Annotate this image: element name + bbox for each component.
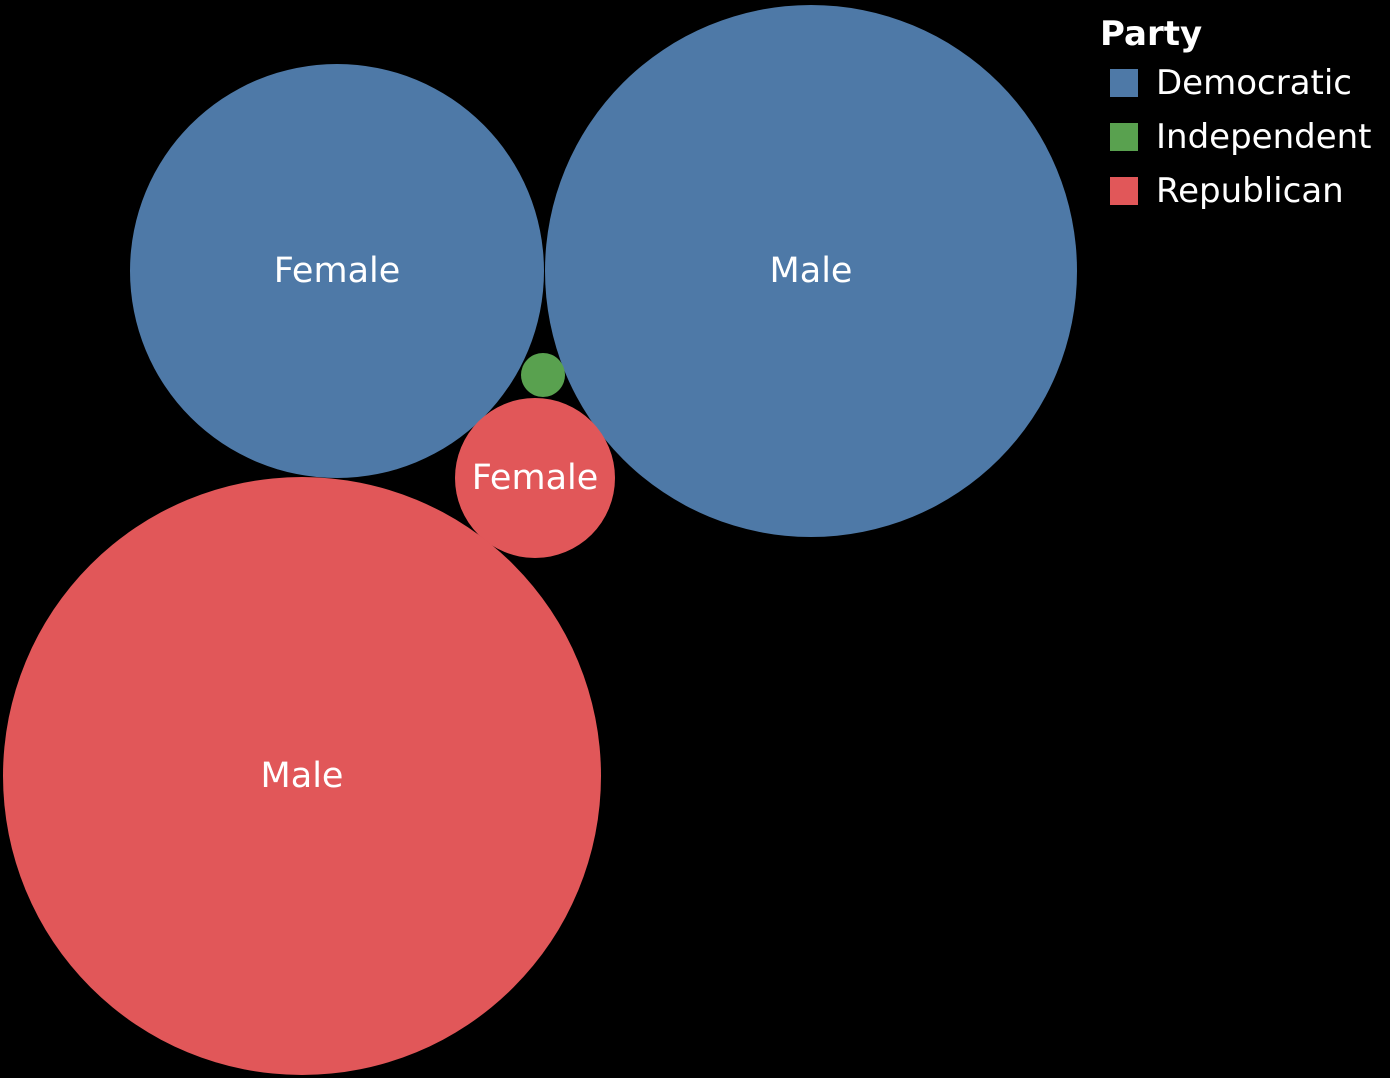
bubble-label-republican-male: Male bbox=[261, 756, 344, 796]
legend-label-democratic: Democratic bbox=[1156, 63, 1352, 103]
legend-item-democratic[interactable]: Democratic bbox=[1110, 56, 1372, 110]
bubble-label-democratic-female: Female bbox=[274, 251, 401, 291]
bubble-label-democratic-male: Male bbox=[770, 251, 853, 291]
legend-title: Party bbox=[1100, 14, 1203, 54]
legend-label-independent: Independent bbox=[1156, 117, 1372, 157]
bubble-republican-female[interactable] bbox=[455, 398, 615, 558]
bubble-independent-bubble[interactable] bbox=[521, 353, 565, 397]
legend-swatch-republican bbox=[1110, 177, 1138, 205]
bubble-label-republican-female: Female bbox=[472, 458, 599, 498]
legend-item-republican[interactable]: Republican bbox=[1110, 164, 1372, 218]
bubble-republican-male[interactable] bbox=[3, 477, 601, 1075]
legend-label-republican: Republican bbox=[1156, 171, 1344, 211]
bubble-democratic-female[interactable] bbox=[130, 64, 544, 478]
legend: Party Democratic Independent Republican bbox=[1100, 12, 1372, 218]
bubble-democratic-male[interactable] bbox=[545, 5, 1077, 537]
legend-item-independent[interactable]: Independent bbox=[1110, 110, 1372, 164]
legend-swatch-independent bbox=[1110, 123, 1138, 151]
legend-swatch-democratic bbox=[1110, 69, 1138, 97]
